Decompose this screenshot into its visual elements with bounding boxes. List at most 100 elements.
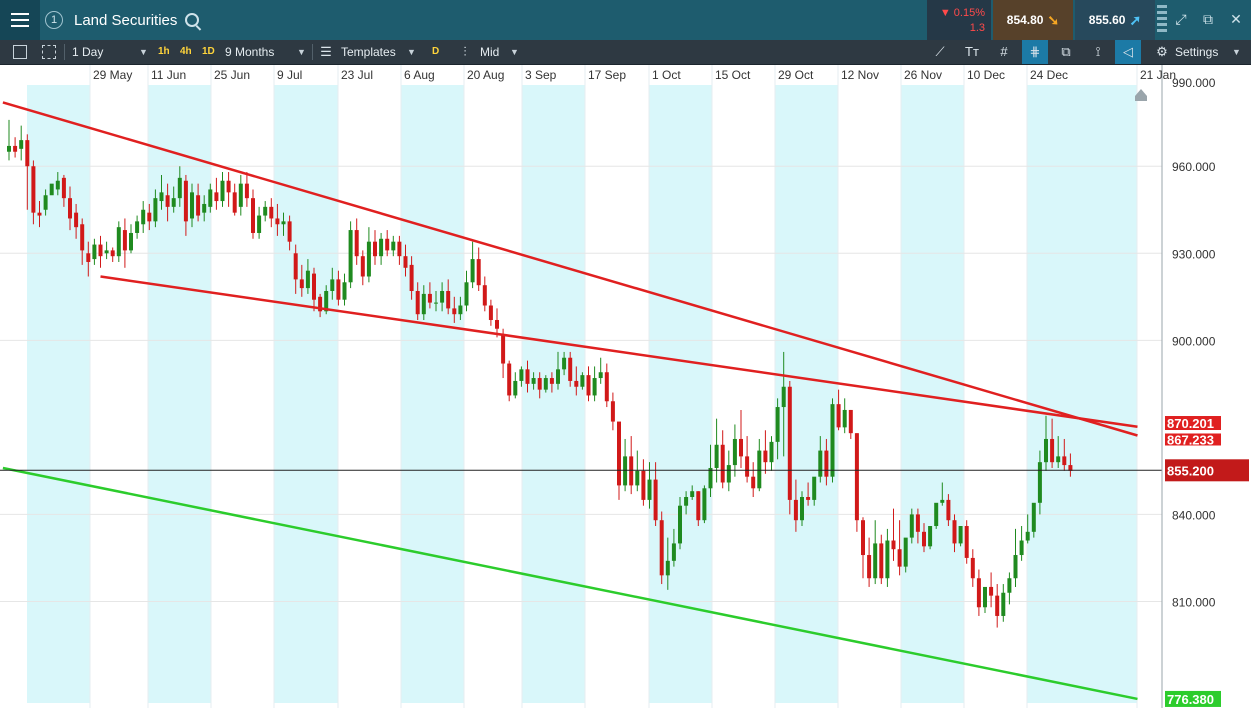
settings-chevron-down-icon[interactable]: ▼	[1232, 47, 1241, 57]
candle-body	[903, 537, 908, 567]
candle-body	[1025, 531, 1030, 541]
candle-body	[495, 320, 499, 329]
candle-body	[452, 308, 457, 315]
x-tick-label: 1 Oct	[652, 68, 681, 82]
candle-body	[37, 212, 42, 216]
candle-body	[366, 241, 371, 277]
candle-body	[385, 238, 390, 251]
trendlines[interactable]	[2, 101, 1138, 701]
candle-body	[391, 241, 396, 251]
candle-body	[470, 259, 475, 283]
candlestick-icon[interactable]: ⫶	[463, 44, 467, 59]
layout-icon[interactable]	[42, 45, 56, 59]
candle-body	[818, 450, 823, 477]
interval-4h-button[interactable]: 4h	[180, 46, 192, 57]
interval-chevron-down-icon[interactable]: ▼	[139, 47, 148, 57]
grid-icon[interactable]: #	[1000, 44, 1008, 59]
candle-body	[403, 256, 408, 268]
gear-icon[interactable]: ⚙	[1156, 44, 1168, 59]
candle-body	[226, 180, 231, 193]
candle-body	[879, 543, 884, 579]
candle-body	[708, 467, 713, 489]
sell-button[interactable]: 854.80 ➘	[993, 0, 1073, 40]
menu-button[interactable]	[0, 0, 40, 40]
instrument-name[interactable]: Land Securities	[74, 12, 178, 29]
gridlines	[0, 65, 1162, 708]
range-select[interactable]: 9 Months	[225, 45, 275, 59]
templates-button[interactable]: Templates	[341, 45, 396, 59]
price-chart-svg[interactable]: 960.000 930.000 900.000 840.000 810.000 990.0…	[0, 65, 1251, 708]
candle-body	[623, 456, 628, 486]
y-tick-label: 840.000	[1172, 508, 1216, 522]
candle-body	[1050, 438, 1055, 463]
popout-icon[interactable]: ⧉	[1203, 11, 1213, 27]
chart-number-badge[interactable]: 1	[41, 0, 67, 40]
depth-strip-icon[interactable]	[1157, 5, 1167, 35]
candle-body	[854, 433, 859, 521]
buy-button[interactable]: 855.60 ➚	[1075, 0, 1155, 40]
candle-body	[421, 293, 426, 315]
candle-body	[507, 363, 512, 396]
list-icon[interactable]	[13, 45, 27, 59]
interval-1d-button[interactable]: 1D	[202, 46, 215, 57]
candle-body	[848, 409, 853, 434]
price-chart[interactable]: 960.000 930.000 900.000 840.000 810.000 990.0…	[0, 65, 1251, 708]
close-icon[interactable]: ✕	[1230, 11, 1242, 27]
candle-body	[1019, 540, 1024, 556]
candle-body	[342, 282, 347, 300]
x-tick-label: 17 Sep	[588, 68, 626, 82]
change-percent: ▼ 0.15%	[940, 7, 985, 19]
candle-body	[1001, 592, 1006, 616]
settings-button[interactable]: Settings	[1175, 45, 1219, 59]
text-tool-icon[interactable]: Tᴛ	[965, 44, 979, 59]
candle-body	[458, 305, 463, 315]
candle-body	[159, 192, 164, 202]
x-tick-label: 29 May	[93, 68, 132, 82]
copy-icon[interactable]: ⧉	[1061, 44, 1071, 59]
sell-price: 854.80	[1006, 13, 1044, 27]
templates-icon[interactable]: ☰	[320, 44, 332, 59]
price-type-chevron-down-icon[interactable]: ▼	[510, 47, 519, 57]
draw-line-icon[interactable]: ⟋	[935, 44, 945, 59]
red-line-price-tag-bg	[1165, 416, 1221, 431]
hamburger-icon	[11, 19, 29, 21]
candle-body	[989, 586, 994, 596]
candle-body	[263, 206, 268, 216]
range-chevron-down-icon[interactable]: ▼	[297, 47, 306, 57]
candle-body	[293, 253, 298, 280]
expand-icon[interactable]: ⤢	[1175, 11, 1187, 27]
y-tick-label: 900.000	[1172, 334, 1216, 348]
x-tick-label: 20 Aug	[467, 68, 504, 82]
candle-body	[1037, 462, 1042, 503]
indicator-icon[interactable]: ⟟	[1095, 44, 1101, 59]
candle-body	[836, 404, 841, 428]
candle-body	[934, 502, 939, 527]
candle-body	[800, 497, 804, 521]
candle-body	[586, 375, 591, 396]
price-type-select[interactable]: Mid	[480, 45, 500, 59]
candle-body	[232, 192, 237, 213]
interval-1h-button[interactable]: 1h	[158, 46, 170, 57]
candle-body	[714, 444, 719, 468]
label-tag-icon[interactable]: ◁	[1115, 40, 1141, 64]
price-change-panel: ▼ 0.15% 1.3	[927, 0, 991, 40]
crosshair-icon[interactable]: ⋕	[1022, 40, 1048, 64]
candle-body	[49, 183, 54, 196]
templates-chevron-down-icon[interactable]: ▼	[407, 47, 416, 57]
candle-body	[129, 232, 133, 251]
candle-body	[214, 192, 219, 202]
candle-body	[446, 291, 451, 309]
time-band	[401, 85, 464, 703]
price-axis[interactable]: 960.000 930.000 900.000 840.000 810.000 990.0…	[1135, 65, 1249, 708]
chart-toolbar: 1 Day ▼ 1h 4h 1D 9 Months ▼ ☰ Templates …	[0, 40, 1251, 65]
x-tick-label: 9 Jul	[277, 68, 302, 82]
x-tick-label: 6 Aug	[404, 68, 435, 82]
drawing-style-badge[interactable]: D	[432, 46, 440, 57]
candle-body	[202, 203, 207, 213]
candle-body	[415, 291, 420, 315]
interval-select[interactable]: 1 Day	[72, 45, 104, 59]
date-axis[interactable]: 29 May 11 Jun 25 Jun 9 Jul 23 Jul 6 Aug 20 Aug…	[93, 68, 1176, 82]
y-tick-label: 960.000	[1172, 160, 1216, 174]
candle-body	[549, 378, 554, 384]
search-icon[interactable]	[185, 13, 199, 27]
